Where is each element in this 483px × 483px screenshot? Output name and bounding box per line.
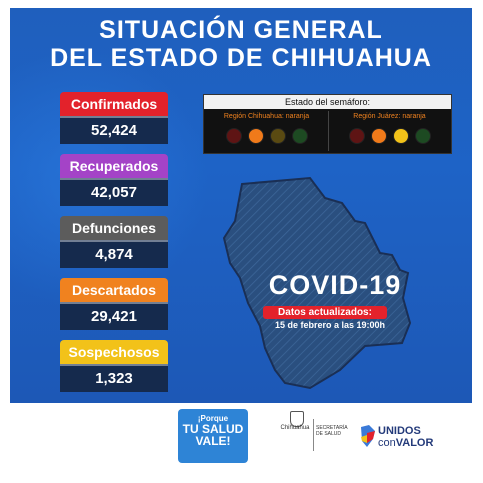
con-text: con: [378, 437, 396, 449]
traffic-lights: [206, 128, 327, 144]
yellow-light-icon: [269, 128, 286, 144]
divider: [313, 419, 314, 451]
stat-label: Sospechosos: [60, 340, 168, 364]
red-light-icon: [225, 128, 242, 144]
stat-confirmados: Confirmados 52,424: [60, 92, 168, 144]
region-name: Región Juárez: naranja: [353, 113, 426, 120]
green-light-icon: [414, 128, 431, 144]
state-shape: [222, 176, 412, 390]
traffic-light-panel: Estado del semáforo: Región Chihuahua: n…: [203, 94, 452, 154]
footer-logos: Chihuahua SECRETARÍA DE SALUD UNIDOS con…: [255, 409, 465, 463]
region-chihuahua: Región Chihuahua: naranja: [206, 111, 327, 151]
orange-light-icon: [370, 128, 387, 144]
red-light-icon: [348, 128, 365, 144]
title-line-1: SITUACIÓN GENERAL: [99, 16, 383, 44]
tu-salud-vale-badge: ¡Porque TU SALUD VALE!: [178, 409, 248, 463]
traffic-light-header: Estado del semáforo:: [204, 95, 451, 109]
stat-recuperados: Recuperados 42,057: [60, 154, 168, 206]
updated-date: 15 de febrero a las 19:00h: [274, 320, 386, 330]
stat-descartados: Descartados 29,421: [60, 278, 168, 330]
green-light-icon: [291, 128, 308, 144]
unidos-logo-icon: [361, 425, 375, 447]
stat-value: 1,323: [60, 364, 168, 392]
stat-value: 52,424: [60, 116, 168, 144]
orange-light-icon: [247, 128, 264, 144]
con-valor-text: conVALOR: [378, 437, 433, 449]
stat-label: Recuperados: [60, 154, 168, 178]
stat-defunciones: Defunciones 4,874: [60, 216, 168, 268]
covid-headline: COVID-19: [268, 270, 402, 300]
badge-line-3: VALE!: [195, 434, 231, 448]
gobierno-label: Chihuahua: [280, 425, 310, 431]
badge-line-1: ¡Porque: [197, 414, 229, 423]
updated-label: Datos actualizados:: [263, 306, 387, 319]
stat-value: 29,421: [60, 302, 168, 330]
valor-text: VALOR: [395, 437, 434, 449]
stat-label: Descartados: [60, 278, 168, 302]
traffic-lights: [329, 128, 450, 144]
stat-value: 42,057: [60, 178, 168, 206]
coat-of-arms-icon: [290, 411, 304, 427]
badge-line-2: TU SALUD: [182, 422, 244, 436]
secretaria-label: SECRETARÍA DE SALUD: [316, 425, 348, 437]
unidos-text: UNIDOS: [378, 425, 421, 437]
stat-sospechosos: Sospechosos 1,323: [60, 340, 168, 392]
stat-label: Defunciones: [60, 216, 168, 240]
blue-panel: SITUACIÓN GENERAL DEL ESTADO DE CHIHUAHU…: [10, 8, 472, 403]
region-name: Región Chihuahua: naranja: [223, 113, 310, 120]
stat-value: 4,874: [60, 240, 168, 268]
chihuahua-map: [222, 176, 412, 390]
title-line-2: DEL ESTADO DE CHIHUAHUA: [50, 44, 432, 72]
stat-label: Confirmados: [60, 92, 168, 116]
region-juarez: Región Juárez: naranja: [328, 111, 450, 151]
yellow-light-icon: [392, 128, 409, 144]
